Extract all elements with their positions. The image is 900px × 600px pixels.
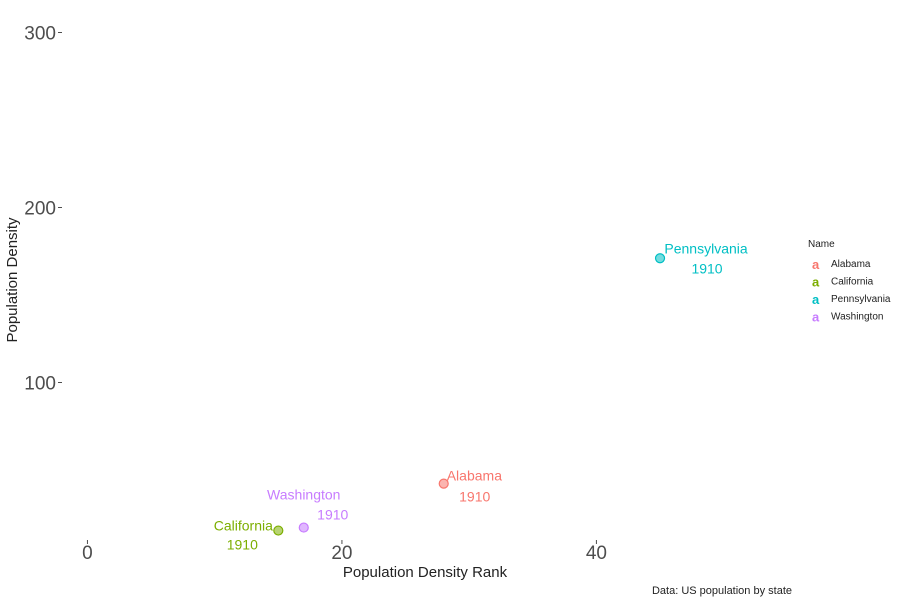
y-tick-label: 200 [24,199,56,220]
point-label-alabama: Alabama [447,468,502,484]
y-axis: 100 200 300 [24,24,62,395]
data-labels: Alabama 1910 California 1910 Pennsylvania 191… [214,240,748,552]
point-year-pennsylvania: 1910 [691,260,722,276]
point-label-pennsylvania: Pennsylvania [664,240,747,256]
x-axis-title: Population Density Rank [343,564,508,581]
legend-label-pennsylvania: Pennsylvania [831,294,891,305]
point-year-washington: 1910 [317,507,348,523]
legend-key-washington: a [812,310,820,325]
legend-key-california: a [812,275,820,290]
data-points [273,253,666,536]
point-label-california: California [214,518,273,534]
x-tick-label: 40 [586,543,607,564]
legend-label-california: California [831,277,874,288]
x-tick-label: 0 [82,543,93,564]
point-california [273,525,284,536]
point-year-alabama: 1910 [459,489,490,505]
legend: Name a Alabama a California a Pennsylvania a Wa… [808,239,891,325]
legend-key-pennsylvania: a [812,292,820,307]
legend-title: Name [808,239,835,250]
y-axis-title: Population Density [4,217,21,343]
point-label-washington: Washington [267,487,340,503]
legend-label-alabama: Alabama [831,259,871,270]
x-axis: 0 20 40 [82,540,607,564]
x-tick-label: 20 [331,543,352,564]
point-washington [298,522,309,533]
point-pennsylvania [654,253,666,264]
y-tick-label: 100 [24,374,56,395]
y-tick-label: 300 [24,24,56,45]
point-year-california: 1910 [227,537,258,553]
chart-caption: Data: US population by state [652,585,792,597]
legend-label-washington: Washington [831,312,883,323]
legend-key-alabama: a [812,257,820,272]
point-alabama [438,478,449,489]
